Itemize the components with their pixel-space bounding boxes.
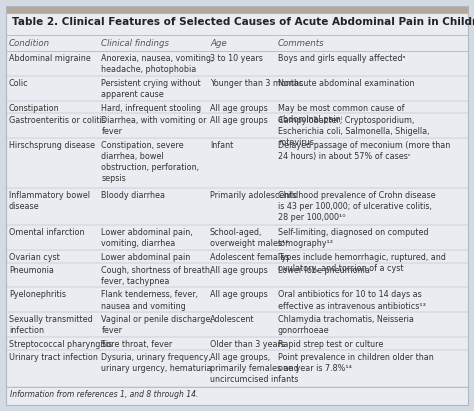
Bar: [6, 312, 468, 337]
Bar: [6, 101, 468, 113]
Bar: [6, 263, 468, 287]
Text: All age groups: All age groups: [210, 291, 268, 300]
Bar: [6, 337, 468, 350]
Bar: [6, 350, 468, 387]
Bar: [6, 250, 468, 263]
Text: Types include hemorrhagic, ruptured, and
ovulatory, and torsion of a cyst: Types include hemorrhagic, ruptured, and…: [278, 253, 446, 273]
Text: Campylobacter, Cryptosporidium,
Escherichia coli, Salmonella, Shigella,
rotaviru: Campylobacter, Cryptosporidium, Escheric…: [278, 116, 429, 148]
Text: Sexually transmitted
infection: Sexually transmitted infection: [9, 315, 93, 335]
Text: All age groups: All age groups: [210, 266, 268, 275]
Bar: [6, 6, 468, 13]
Text: Inflammatory bowel
disease: Inflammatory bowel disease: [9, 191, 90, 211]
Bar: [6, 387, 468, 405]
Text: Diarrhea, with vomiting or
fever: Diarrhea, with vomiting or fever: [101, 116, 207, 136]
Text: Chlamydia trachomatis, Neisseria
gonorrhoeae: Chlamydia trachomatis, Neisseria gonorrh…: [278, 315, 414, 335]
Text: Infant: Infant: [210, 141, 233, 150]
Text: Delayed passage of meconium (more than
24 hours) in about 57% of casesᶜ: Delayed passage of meconium (more than 2…: [278, 141, 450, 161]
Text: Nonacute abdominal examination: Nonacute abdominal examination: [278, 79, 414, 88]
Text: Flank tenderness, fever,
nausea and vomiting: Flank tenderness, fever, nausea and vomi…: [101, 291, 199, 311]
Text: Condition: Condition: [9, 39, 50, 48]
Text: Cough, shortness of breath,
fever, tachypnea: Cough, shortness of breath, fever, tachy…: [101, 266, 213, 286]
Text: Childhood prevalence of Crohn disease
is 43 per 100,000; of ulcerative colitis,
: Childhood prevalence of Crohn disease is…: [278, 191, 436, 222]
Text: Streptococcal pharyngitis: Streptococcal pharyngitis: [9, 340, 112, 349]
Text: Constipation, severe
diarrhea, bowel
obstruction, perforation,
sepsis: Constipation, severe diarrhea, bowel obs…: [101, 141, 200, 183]
Text: Boys and girls equally affectedᵃ: Boys and girls equally affectedᵃ: [278, 54, 406, 63]
Text: Clinical findings: Clinical findings: [101, 39, 169, 48]
Bar: [6, 113, 468, 138]
Text: All age groups: All age groups: [210, 116, 268, 125]
Text: Self-limiting, diagnosed on computed
tomography¹²: Self-limiting, diagnosed on computed tom…: [278, 228, 428, 248]
Text: Vaginal or penile discharge,
fever: Vaginal or penile discharge, fever: [101, 315, 213, 335]
Text: Persistent crying without
apparent cause: Persistent crying without apparent cause: [101, 79, 201, 99]
Text: Primarily adolescents: Primarily adolescents: [210, 191, 297, 200]
Text: Information from references 1, and 8 through 14.: Information from references 1, and 8 thr…: [10, 390, 199, 399]
Text: Lower lobe pneumonia: Lower lobe pneumonia: [278, 266, 370, 275]
Text: Dysuria, urinary frequency,
urinary urgency, hematuria: Dysuria, urinary frequency, urinary urge…: [101, 353, 212, 373]
Text: Lower abdominal pain: Lower abdominal pain: [101, 253, 191, 262]
Text: Bloody diarrhea: Bloody diarrhea: [101, 191, 165, 200]
Text: Hard, infrequent stooling: Hard, infrequent stooling: [101, 104, 201, 113]
Text: Older than 3 years: Older than 3 years: [210, 340, 285, 349]
Bar: [6, 76, 468, 101]
Text: Sore throat, fever: Sore throat, fever: [101, 340, 173, 349]
Text: All age groups,
primarily females and
uncircumcised infants: All age groups, primarily females and un…: [210, 353, 299, 384]
Text: Point prevalence in children older than
one year is 7.8%¹⁴: Point prevalence in children older than …: [278, 353, 434, 373]
Text: Age: Age: [210, 39, 227, 48]
Bar: [6, 13, 468, 35]
Text: Hirschsprung disease: Hirschsprung disease: [9, 141, 95, 150]
Text: 3 to 10 years: 3 to 10 years: [210, 54, 263, 63]
Text: Adolescent females: Adolescent females: [210, 253, 289, 262]
Text: Comments: Comments: [278, 39, 325, 48]
Text: Ovarian cyst: Ovarian cyst: [9, 253, 60, 262]
Bar: [6, 225, 468, 250]
Bar: [6, 51, 468, 76]
Text: All age groups: All age groups: [210, 104, 268, 113]
Text: Younger than 3 months: Younger than 3 months: [210, 79, 303, 88]
Text: Anorexia, nausea, vomiting,
headache, photophobia: Anorexia, nausea, vomiting, headache, ph…: [101, 54, 214, 74]
Text: Abdominal migraine: Abdominal migraine: [9, 54, 91, 63]
Text: Pyelonephritis: Pyelonephritis: [9, 291, 66, 300]
Text: Table 2. Clinical Features of Selected Causes of Acute Abdominal Pain in Childre: Table 2. Clinical Features of Selected C…: [12, 17, 474, 27]
Text: Gastroenteritis or colitis: Gastroenteritis or colitis: [9, 116, 106, 125]
Text: Rapid strep test or culture: Rapid strep test or culture: [278, 340, 383, 349]
Text: Urinary tract infection: Urinary tract infection: [9, 353, 98, 362]
Text: Pneumonia: Pneumonia: [9, 266, 54, 275]
Text: Adolescent: Adolescent: [210, 315, 255, 324]
Text: May be most common cause of
abdominal painʲ: May be most common cause of abdominal pa…: [278, 104, 404, 124]
Text: Constipation: Constipation: [9, 104, 60, 113]
Bar: [6, 287, 468, 312]
Bar: [6, 188, 468, 225]
Text: School-aged,
overweight males¹¹: School-aged, overweight males¹¹: [210, 228, 289, 248]
Bar: [6, 35, 468, 51]
Text: Colic: Colic: [9, 79, 28, 88]
Text: Oral antibiotics for 10 to 14 days as
effective as intravenous antibiotics¹³: Oral antibiotics for 10 to 14 days as ef…: [278, 291, 426, 311]
Text: Omental infarction: Omental infarction: [9, 228, 84, 237]
Text: Lower abdominal pain,
vomiting, diarrhea: Lower abdominal pain, vomiting, diarrhea: [101, 228, 193, 248]
Bar: [6, 138, 468, 188]
